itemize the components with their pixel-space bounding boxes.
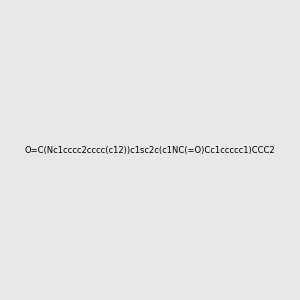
- Text: O=C(Nc1cccc2cccc(c12))c1sc2c(c1NC(=O)Cc1ccccc1)CCC2: O=C(Nc1cccc2cccc(c12))c1sc2c(c1NC(=O)Cc1…: [25, 146, 275, 154]
